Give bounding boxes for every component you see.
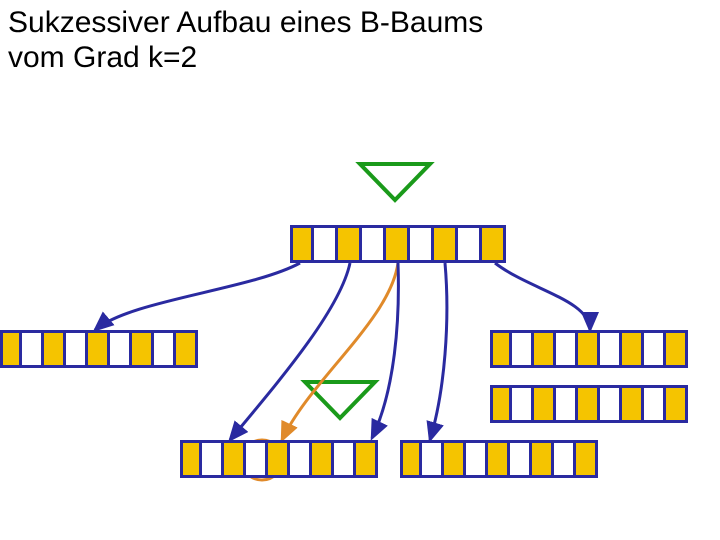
node-cell bbox=[334, 440, 356, 478]
node-cell bbox=[110, 330, 132, 368]
node-cell bbox=[556, 330, 578, 368]
node-cell bbox=[482, 225, 506, 263]
node-cell bbox=[666, 385, 688, 423]
node-cell bbox=[314, 225, 338, 263]
node-cell bbox=[268, 440, 290, 478]
node-cell bbox=[512, 385, 534, 423]
title-line-1: Sukzessiver Aufbau eines B-Baums bbox=[8, 6, 483, 39]
node-cell bbox=[556, 385, 578, 423]
btree-node-right_top bbox=[490, 330, 688, 368]
node-cell bbox=[338, 225, 362, 263]
node-cell bbox=[488, 440, 510, 478]
insertion-triangle-icon bbox=[360, 164, 430, 200]
node-cell bbox=[458, 225, 482, 263]
node-cell bbox=[0, 330, 22, 368]
node-cell bbox=[600, 385, 622, 423]
node-cell bbox=[312, 440, 334, 478]
btree-node-mid_left bbox=[180, 440, 378, 478]
node-cell bbox=[410, 225, 434, 263]
insertion-triangle-icon bbox=[305, 382, 375, 418]
node-cell bbox=[386, 225, 410, 263]
node-cell bbox=[290, 225, 314, 263]
node-cell bbox=[202, 440, 224, 478]
slide-title: Sukzessiver Aufbau eines B-Baums vom Gra… bbox=[8, 6, 483, 75]
node-cell bbox=[132, 330, 154, 368]
node-cell bbox=[400, 440, 422, 478]
tree-edge bbox=[372, 263, 398, 438]
tree-edge bbox=[230, 263, 350, 440]
tree-edge bbox=[95, 263, 300, 330]
node-cell bbox=[466, 440, 488, 478]
node-cell bbox=[22, 330, 44, 368]
node-cell bbox=[554, 440, 576, 478]
node-cell bbox=[362, 225, 386, 263]
node-cell bbox=[578, 385, 600, 423]
node-cell bbox=[290, 440, 312, 478]
node-cell bbox=[644, 330, 666, 368]
btree-node-root bbox=[290, 225, 506, 263]
node-cell bbox=[490, 385, 512, 423]
node-cell bbox=[490, 330, 512, 368]
btree-node-left bbox=[0, 330, 198, 368]
node-cell bbox=[44, 330, 66, 368]
node-cell bbox=[180, 440, 202, 478]
tree-edge bbox=[430, 263, 447, 440]
node-cell bbox=[644, 385, 666, 423]
node-cell bbox=[576, 440, 598, 478]
node-cell bbox=[154, 330, 176, 368]
node-cell bbox=[534, 385, 556, 423]
node-cell bbox=[510, 440, 532, 478]
node-cell bbox=[434, 225, 458, 263]
node-cell bbox=[444, 440, 466, 478]
node-cell bbox=[246, 440, 268, 478]
node-cell bbox=[66, 330, 88, 368]
node-cell bbox=[600, 330, 622, 368]
node-cell bbox=[666, 330, 688, 368]
btree-node-mid_right bbox=[400, 440, 598, 478]
node-cell bbox=[622, 385, 644, 423]
node-cell bbox=[512, 330, 534, 368]
node-cell bbox=[532, 440, 554, 478]
node-cell bbox=[422, 440, 444, 478]
node-cell bbox=[88, 330, 110, 368]
node-cell bbox=[176, 330, 198, 368]
node-cell bbox=[578, 330, 600, 368]
tree-edge bbox=[495, 263, 590, 330]
node-cell bbox=[534, 330, 556, 368]
node-cell bbox=[622, 330, 644, 368]
title-line-2: vom Grad k=2 bbox=[8, 41, 197, 74]
tree-edge bbox=[282, 263, 398, 440]
node-cell bbox=[224, 440, 246, 478]
node-cell bbox=[356, 440, 378, 478]
btree-node-right_bot bbox=[490, 385, 688, 423]
